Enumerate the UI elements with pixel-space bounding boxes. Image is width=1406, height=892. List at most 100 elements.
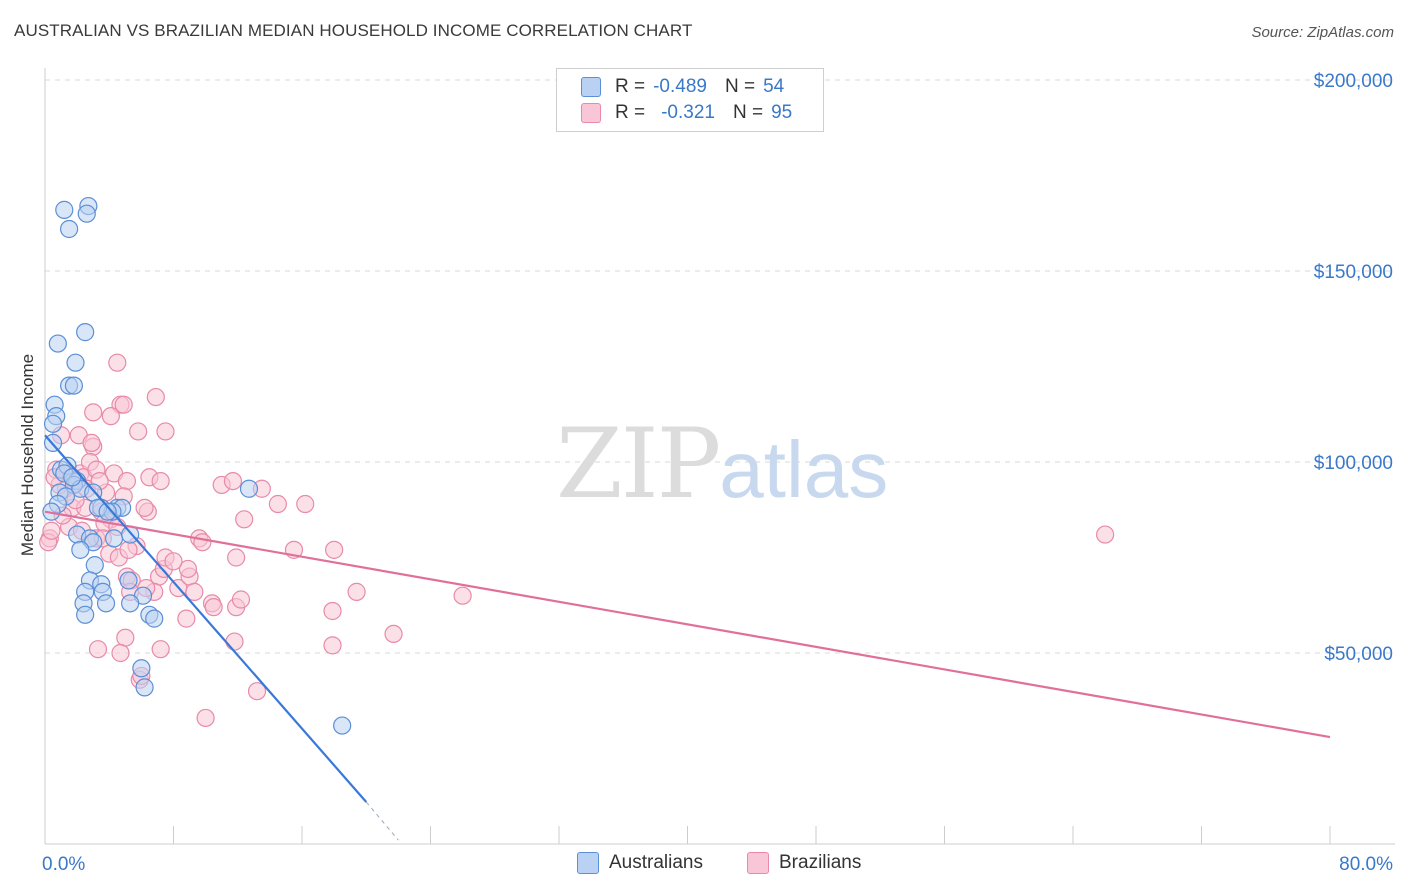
brazilians-legend-swatch — [747, 852, 769, 874]
x-tick-label-min: 0.0% — [42, 854, 85, 875]
watermark-zip: ZIP — [556, 408, 721, 520]
brazilians-point — [296, 494, 315, 514]
australians-point — [135, 678, 154, 697]
source-label: Source: ZipAtlas.com — [1251, 24, 1394, 41]
australians-trend-extension — [365, 801, 399, 841]
australians-point — [119, 571, 138, 590]
australians-legend-label: Australians — [609, 852, 703, 873]
r-value: -0.321 — [661, 102, 715, 123]
y-tick-label: $150,000 — [1314, 262, 1393, 283]
brazilians-point — [196, 708, 215, 728]
brazilians-point — [117, 472, 137, 491]
brazilians-point — [82, 433, 101, 452]
brazilians-swatch — [581, 103, 601, 123]
brazilians-point — [135, 498, 154, 517]
australians-point — [64, 376, 84, 395]
x-tick-label-max: 80.0% — [1339, 854, 1393, 875]
brazilians-point — [268, 494, 288, 514]
australians-point — [239, 479, 259, 498]
n-value: 95 — [771, 102, 793, 123]
r-label: R = — [615, 102, 646, 123]
brazilians-point — [223, 472, 243, 491]
australians-trend-line — [44, 434, 368, 803]
brazilians-point — [323, 601, 342, 621]
australians-point — [98, 502, 117, 521]
brazilians-point — [111, 643, 130, 663]
australians-point — [63, 468, 82, 487]
stats-legend: R = -0.489 N = 54 R = -0.321 N = 95 — [556, 68, 824, 132]
australians-point — [104, 529, 124, 548]
watermark-atlas: atlas — [719, 425, 889, 514]
brazilians-point — [116, 628, 135, 647]
brazilians-point — [325, 540, 344, 559]
australians-point — [71, 540, 90, 559]
australians-point — [42, 502, 61, 521]
brazilians-trend-line — [44, 510, 1331, 739]
y-tick-label: $50,000 — [1324, 644, 1393, 665]
australians-point — [85, 556, 104, 575]
brazilians-point — [227, 548, 246, 567]
watermark: ZIPatlas — [556, 408, 888, 520]
australians-point — [76, 323, 95, 342]
australians-legend-swatch — [577, 852, 599, 874]
brazilians-point — [185, 582, 204, 601]
brazilians-point — [231, 590, 251, 609]
australians-point — [48, 334, 67, 353]
australians-point — [96, 594, 116, 613]
tick-labels: $50,000 $100,000 $150,000 $200,000 0.0% 80.0% — [42, 71, 1393, 875]
australians-point — [55, 200, 74, 219]
australians-point — [43, 414, 63, 433]
brazilians-point — [204, 598, 223, 617]
brazilians-point — [156, 422, 175, 441]
r-value: -0.489 — [653, 76, 707, 97]
legend-item-australians[interactable]: Australians — [577, 852, 703, 874]
australians-point — [76, 605, 95, 624]
legend-item-brazilians[interactable]: Brazilians — [747, 852, 861, 874]
brazilians-point — [193, 533, 212, 552]
trend-lines — [44, 434, 1331, 841]
brazilians-legend-label: Brazilians — [779, 852, 862, 873]
australians-point — [121, 594, 140, 613]
brazilians-point — [88, 640, 108, 659]
axes — [44, 68, 1395, 845]
brazilians-point — [119, 540, 138, 559]
n-label: N = — [724, 76, 756, 97]
australians-point — [77, 204, 96, 223]
brazilians-point — [177, 609, 196, 628]
brazilians-point — [114, 395, 133, 414]
gridlines — [45, 79, 1395, 654]
australians-point — [66, 353, 85, 372]
legend-row-brazilians: R = -0.321 N = 95 — [581, 101, 792, 125]
brazilians-point — [129, 422, 148, 441]
series-legend: Australians Brazilians — [577, 852, 905, 874]
n-value: 54 — [763, 76, 785, 97]
brazilians-point — [178, 559, 198, 579]
y-tick-label: $200,000 — [1314, 71, 1393, 92]
brazilians-point — [84, 403, 103, 422]
brazilians-point — [151, 472, 170, 491]
australians-point — [132, 659, 151, 678]
y-tick-label: $100,000 — [1314, 453, 1393, 474]
brazilians-point — [42, 521, 61, 540]
australians-point — [333, 716, 352, 735]
brazilians-point — [347, 582, 366, 601]
brazilians-point — [146, 387, 165, 407]
australians-point — [145, 609, 164, 628]
brazilians-point — [384, 624, 403, 644]
r-label: R = — [615, 76, 646, 97]
brazilians-point — [247, 682, 267, 701]
legend-row-australians: R = -0.489 N = 54 — [581, 75, 784, 99]
brazilians-point — [453, 586, 472, 605]
brazilians-point — [108, 353, 127, 372]
brazilians-point — [235, 510, 254, 529]
brazilians-point — [323, 636, 342, 655]
chart-title: AUSTRALIAN VS BRAZILIAN MEDIAN HOUSEHOLD… — [14, 21, 693, 40]
y-axis-label: Median Household Income — [18, 353, 37, 557]
n-label: N = — [732, 102, 764, 123]
brazilians-point — [225, 632, 244, 651]
australians-points — [42, 196, 352, 735]
brazilians-point — [151, 640, 170, 659]
brazilians-point — [101, 407, 120, 426]
brazilians-point — [1096, 525, 1115, 544]
